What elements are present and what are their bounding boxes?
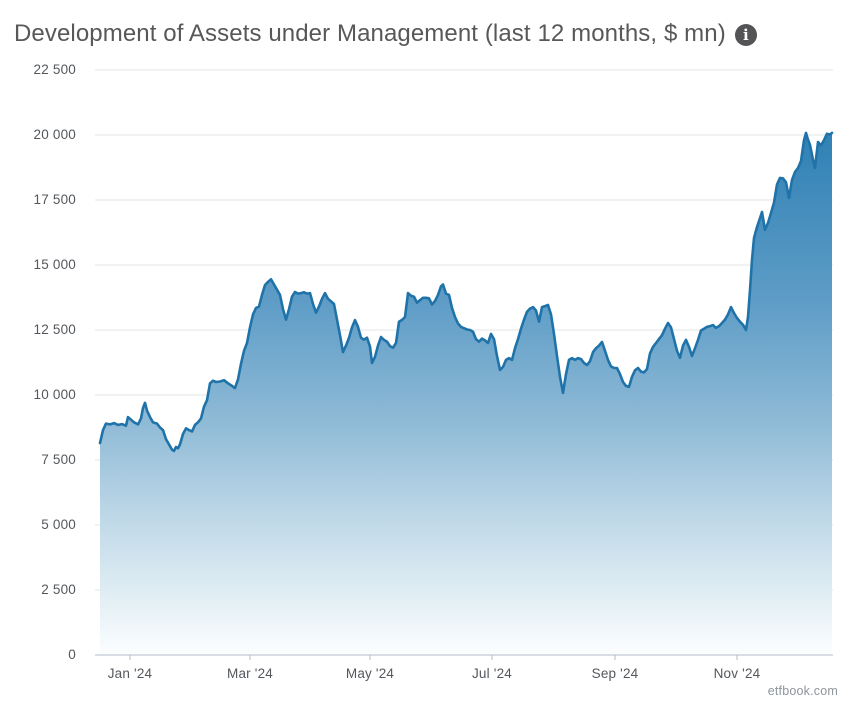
x-axis-label: Jul '24	[472, 666, 512, 681]
x-axis-label: Nov '24	[714, 666, 761, 681]
watermark: etfbook.com	[767, 684, 838, 698]
x-axis-label: Mar '24	[227, 666, 273, 681]
y-axis-label: 0	[68, 647, 76, 662]
aum-area-fill	[100, 132, 832, 655]
y-axis-label: 15 000	[34, 257, 77, 272]
y-axis-label: 5 000	[41, 517, 76, 532]
y-axis-label: 22 500	[34, 62, 77, 77]
x-axis-label: Jan '24	[108, 666, 153, 681]
aum-series-line	[98, 131, 834, 453]
x-axis-label: May '24	[346, 666, 395, 681]
chart-header: Development of Assets under Management (…	[14, 20, 757, 48]
chart-title: Development of Assets under Management (…	[14, 20, 726, 47]
y-axis-label: 7 500	[41, 452, 76, 467]
y-axis-label: 17 500	[34, 192, 77, 207]
y-axis-label: 10 000	[34, 387, 77, 402]
y-axis-label: 2 500	[41, 582, 76, 597]
y-axis-label: 20 000	[34, 127, 77, 142]
y-axis-label: 12 500	[34, 322, 77, 337]
x-axis-label: Sep '24	[592, 666, 639, 681]
info-icon[interactable]: i	[734, 24, 757, 46]
